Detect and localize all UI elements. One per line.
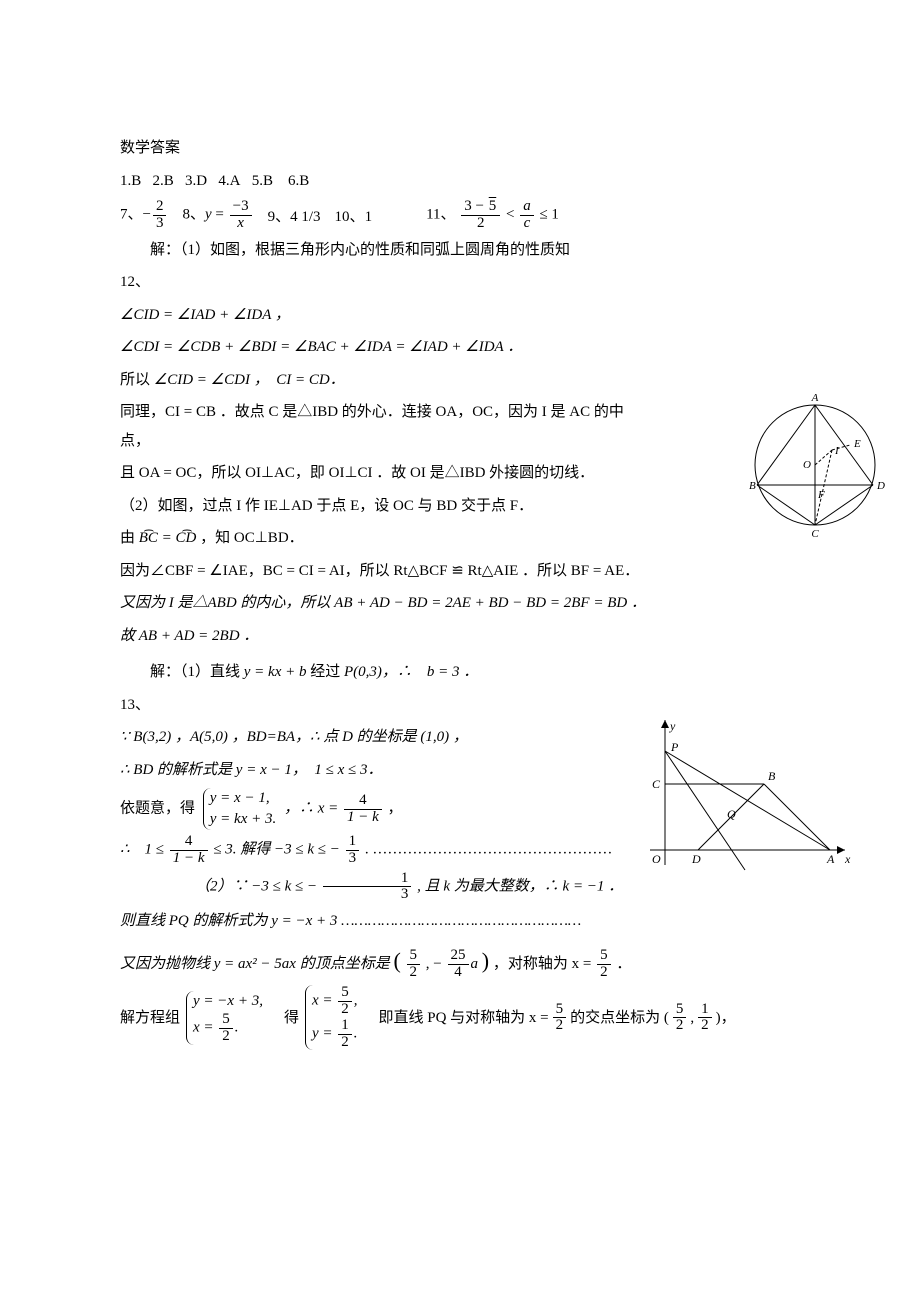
mc-answers: 1.B 2.B 3.D 4.A 5.B 6.B — [120, 167, 800, 196]
p12-eq1: ∠CID = ∠IAD + ∠IDA ， — [120, 301, 800, 330]
p12-arc: 由 B͡C = C͡D ，知 OC⊥BD． — [120, 524, 800, 553]
svg-text:D: D — [691, 852, 701, 866]
svg-text:I: I — [834, 445, 840, 457]
p13-l7: 又因为抛物线 y = ax² − 5ax 的顶点坐标是 ( 52 , − 254… — [120, 940, 800, 982]
svg-text:C: C — [811, 528, 819, 540]
svg-text:F: F — [817, 489, 825, 501]
svg-text:Q: Q — [727, 807, 736, 821]
figure-circle-diagram: A B D C O I E F — [740, 390, 890, 540]
svg-text:O: O — [803, 459, 811, 471]
p12-l6: 又因为 I 是△ABD 的内心，所以 AB + AD − BD = 2AE + … — [120, 589, 800, 618]
p12-label: 解：（1）如图，根据三角形内心的性质和同弧上圆周角的性质知 — [120, 236, 800, 265]
svg-text:x: x — [844, 852, 851, 866]
p12-l3: （2）如图，过点 I 作 IE⊥AD 于点 E，设 OC 与 BD 交于点 F． — [120, 492, 800, 521]
svg-text:y: y — [669, 719, 676, 733]
svg-text:D: D — [876, 480, 885, 492]
svg-text:B: B — [749, 480, 756, 492]
svg-text:B: B — [768, 769, 776, 783]
svg-text:A: A — [826, 852, 835, 866]
svg-text:O: O — [652, 852, 661, 866]
svg-text:P: P — [670, 740, 679, 754]
p13-intro: 解：（1）直线 y = kx + b 经过 P(0,3)，∴ b = 3 ． — [120, 658, 800, 687]
page-title: 数学答案 — [120, 134, 800, 163]
p12-so1: 所以 ∠CID = ∠CDI ， CI = CD． — [120, 366, 800, 395]
p12-eq2: ∠CDI = ∠CDB + ∠BDI = ∠BAC + ∠IDA = ∠IAD … — [120, 333, 800, 362]
figure-coordinate-diagram: y x O P C B A D Q — [630, 710, 860, 880]
fill-answers: 7、−23 8、y = −3x 9、4 1/3 10、1 11、 3 − 52 … — [120, 199, 800, 232]
svg-text:A: A — [811, 392, 819, 404]
p13-l6: 则直线 PQ 的解析式为 y = −x + 3 …………………………………………… — [120, 907, 800, 936]
svg-text:C: C — [652, 777, 661, 791]
svg-text:E: E — [853, 438, 861, 450]
p12-l2: 且 OA = OC，所以 OI⊥AC，即 OI⊥CI ．故 OI 是△IBD 外… — [120, 459, 800, 488]
p12-l5: 因为∠CBF = ∠IAE，BC = CI = AI，所以 Rt△BCF ≌ R… — [120, 557, 800, 586]
p13-l8: 解方程组 y = −x + 3, x = 52. 得 x = 52, y = 1… — [120, 985, 800, 1050]
p12-l7: 故 AB + AD = 2BD ． — [120, 622, 800, 651]
p12-l1: 同理，CI = CB ．故点 C 是△IBD 的外心．连接 OA，OC，因为 I… — [120, 398, 800, 455]
